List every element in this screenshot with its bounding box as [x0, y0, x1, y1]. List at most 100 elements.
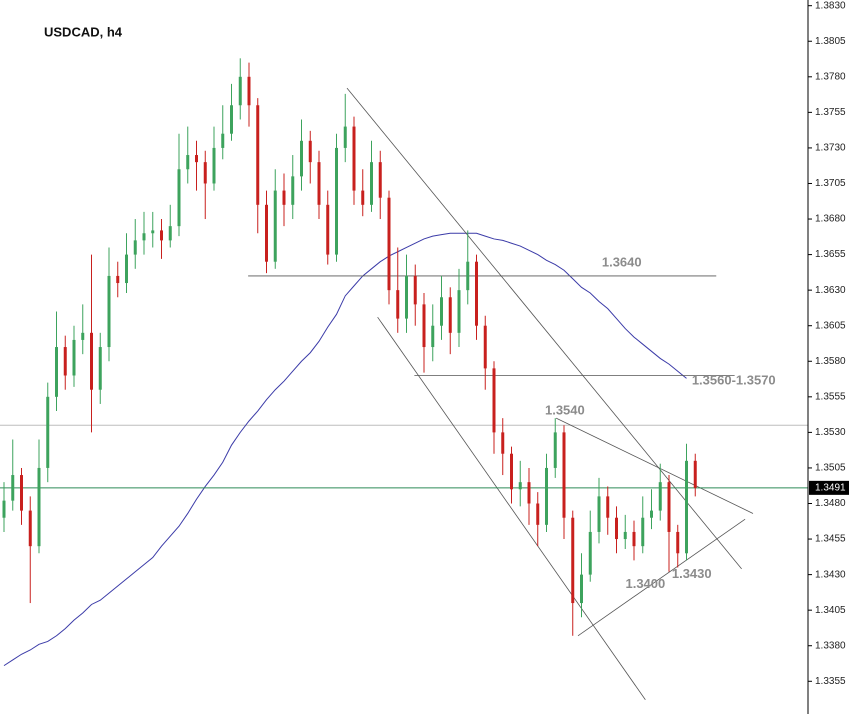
- candle-body: [676, 531, 680, 554]
- candle-body: [545, 467, 548, 525]
- annotation: 1.3540: [545, 402, 585, 417]
- candle-body: [553, 432, 557, 468]
- axis-background: [808, 0, 849, 714]
- chart-title: USDCAD, h4: [44, 24, 123, 39]
- trend-line: [346, 87, 742, 570]
- candle-body: [580, 574, 583, 604]
- candle-body: [571, 517, 575, 604]
- y-tick-label: 1.3505: [815, 463, 846, 474]
- y-tick-label: 1.3780: [815, 71, 846, 82]
- y-tick-label: 1.3355: [815, 676, 846, 687]
- candle-body: [160, 230, 163, 241]
- candle-body: [81, 332, 85, 340]
- candle-body: [168, 226, 172, 241]
- candle-body: [72, 339, 76, 376]
- y-tick-label: 1.3830: [815, 0, 846, 11]
- candle-body: [527, 482, 531, 504]
- candle-body: [317, 162, 321, 205]
- trend-line: [555, 417, 754, 514]
- candle-body: [405, 275, 408, 319]
- candle-body: [501, 432, 505, 454]
- candle-body: [510, 453, 513, 490]
- candle-body: [265, 204, 268, 262]
- candle-body: [90, 332, 93, 390]
- y-tick-label: 1.3480: [815, 498, 846, 509]
- trend-line: [377, 316, 646, 701]
- y-tick-label: 1.3530: [815, 427, 846, 438]
- y-tick-label: 1.3630: [815, 285, 846, 296]
- candle-body: [466, 261, 470, 291]
- candle-body: [28, 510, 32, 547]
- y-tick-label: 1.3455: [815, 534, 846, 545]
- candle-body: [352, 126, 356, 191]
- candle-body: [238, 76, 242, 106]
- candle-body: [2, 500, 6, 518]
- annotation: 1.3640: [602, 255, 642, 270]
- candle-body: [133, 240, 137, 255]
- candle-body: [221, 133, 225, 148]
- current-price-label: 1.3491: [815, 482, 846, 493]
- candle-body: [308, 140, 312, 163]
- candle-body: [597, 496, 601, 532]
- candle-body: [606, 496, 610, 518]
- candle-body: [55, 347, 58, 397]
- candle-body: [562, 432, 566, 518]
- y-tick-label: 1.3805: [815, 36, 846, 47]
- candle-body: [98, 347, 102, 390]
- candle-body: [195, 155, 198, 163]
- candle-body: [448, 297, 452, 333]
- candle-body: [116, 275, 120, 284]
- candle-body: [658, 482, 662, 511]
- candle-body: [370, 162, 373, 205]
- y-tick-label: 1.3705: [815, 178, 846, 189]
- candle-body: [203, 162, 207, 184]
- trend-line: [577, 518, 746, 637]
- candle-body: [151, 230, 155, 234]
- candle-body: [440, 297, 443, 326]
- candle-body: [291, 176, 295, 205]
- y-tick-label: 1.3405: [815, 605, 846, 616]
- moving-average: [3, 232, 687, 667]
- annotation: 1.3430: [672, 566, 712, 581]
- candle-body: [475, 261, 478, 326]
- candle-body: [335, 147, 338, 255]
- y-tick-label: 1.3430: [815, 569, 846, 580]
- candle-body: [177, 169, 181, 227]
- candle-body: [125, 254, 128, 284]
- candle-body: [518, 482, 522, 490]
- candle-body: [212, 147, 216, 184]
- current-price-tag: [809, 480, 849, 495]
- y-tick-label: 1.3755: [815, 107, 846, 118]
- candle-body: [667, 482, 671, 532]
- y-tick-label: 1.3655: [815, 249, 846, 260]
- candle-body: [107, 275, 111, 348]
- y-tick-label: 1.3605: [815, 320, 846, 331]
- candle-body: [413, 275, 417, 305]
- candle-body: [142, 233, 146, 241]
- candle-body: [46, 396, 50, 468]
- candle-body: [457, 290, 461, 333]
- candle-body: [37, 467, 41, 547]
- candle-body: [378, 162, 382, 198]
- y-tick-label: 1.3680: [815, 214, 846, 225]
- candle-body: [483, 325, 487, 369]
- candle-body: [63, 347, 67, 376]
- annotation: 1.3560-1.3570: [692, 373, 776, 388]
- candle-body: [256, 105, 260, 205]
- candle-body: [300, 140, 303, 177]
- candle-body: [343, 126, 347, 148]
- candle-body: [650, 510, 653, 518]
- candle-body: [615, 517, 618, 540]
- candle-body: [387, 197, 391, 291]
- candle-body: [20, 475, 23, 511]
- candle-body: [422, 304, 426, 348]
- candle-body: [326, 204, 330, 255]
- candle-body: [623, 531, 627, 540]
- candle-body: [361, 190, 365, 205]
- candle-body: [247, 76, 251, 106]
- y-tick-label: 1.3730: [815, 143, 846, 154]
- candle-body: [230, 105, 233, 134]
- annotation: 1.3400: [625, 576, 665, 591]
- candle-body: [693, 460, 697, 488]
- candle-body: [273, 190, 277, 262]
